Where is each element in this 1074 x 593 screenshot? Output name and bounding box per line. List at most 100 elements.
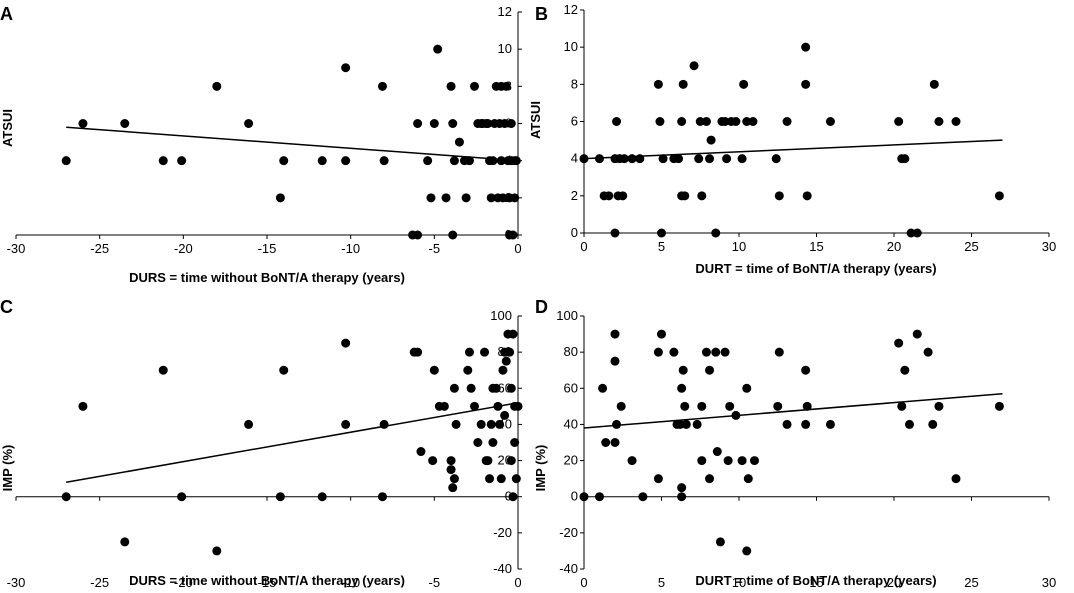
y-tick-label: 100 [490, 308, 512, 323]
data-point [653, 79, 663, 89]
data-point [612, 419, 622, 429]
y-tick-label: 10 [564, 39, 578, 54]
data-point [595, 492, 604, 502]
data-point [598, 383, 608, 393]
x-tick-label: -15 [258, 241, 277, 256]
data-point [774, 191, 784, 201]
data-point [158, 156, 168, 166]
data-point [610, 438, 620, 447]
x-tick-label: 5 [658, 575, 665, 590]
data-point [894, 338, 904, 348]
data-point [604, 191, 614, 201]
data-point [493, 401, 503, 411]
y-tick-label: 20 [564, 453, 578, 468]
data-point [825, 117, 835, 126]
x-tick-label: -5 [429, 575, 441, 590]
data-point [158, 365, 168, 375]
data-point [485, 474, 495, 484]
data-point [638, 492, 648, 502]
data-point [725, 401, 735, 411]
data-point [461, 193, 471, 203]
data-point [739, 79, 749, 89]
x-tick-label: 25 [964, 575, 978, 590]
data-point [449, 156, 459, 166]
data-point [595, 154, 604, 164]
data-point [466, 383, 476, 393]
data-point [510, 193, 520, 203]
data-point [701, 117, 711, 126]
data-point [379, 156, 389, 166]
data-point [488, 438, 498, 447]
data-point [801, 79, 811, 89]
data-point [500, 119, 510, 128]
data-point [511, 156, 521, 166]
data-point [506, 456, 516, 466]
data-point [994, 191, 1004, 201]
data-point [782, 117, 792, 126]
data-point [801, 42, 811, 52]
data-point [451, 419, 461, 429]
x-tick-label: 10 [732, 575, 746, 590]
data-point [498, 193, 508, 203]
y-tick-label: 80 [564, 344, 578, 359]
y-tick-label: 12 [498, 4, 512, 19]
data-point [511, 474, 521, 484]
data-point [317, 492, 327, 502]
y-tick-label: 0 [505, 489, 512, 504]
data-point [341, 338, 351, 348]
data-point [771, 154, 781, 164]
data-point [680, 401, 690, 411]
data-point [669, 347, 679, 357]
data-point [742, 383, 752, 393]
data-point [275, 193, 285, 203]
data-point [801, 365, 811, 375]
panel-c: C IMP (%) DURS = time without BoNT/A the… [0, 297, 523, 590]
data-point [448, 483, 458, 493]
data-point [413, 230, 423, 240]
data-point [934, 117, 944, 126]
x-tick-label: -15 [258, 575, 277, 590]
panel-letter: A [0, 4, 13, 24]
data-point [480, 347, 490, 357]
data-point [677, 383, 687, 393]
data-point [446, 456, 456, 466]
data-point [951, 474, 961, 484]
data-point [433, 44, 443, 54]
data-point [120, 119, 130, 128]
y-tick-label: 100 [556, 308, 578, 323]
data-point [488, 156, 498, 166]
data-point [897, 401, 907, 411]
data-point [900, 365, 910, 375]
x-axis-label: DURT = time of BoNT/A therapy (years) [695, 573, 936, 588]
y-tick-label: 2 [571, 188, 578, 203]
y-tick-label: -40 [493, 561, 512, 576]
data-point [635, 154, 645, 164]
data-point [454, 137, 464, 147]
data-point [212, 81, 222, 91]
y-tick-label: 12 [564, 2, 578, 17]
data-point [510, 438, 520, 447]
data-point [720, 117, 730, 126]
data-point [705, 365, 715, 375]
y-tick-label: 4 [571, 151, 578, 166]
data-point [731, 410, 741, 420]
data-point [678, 365, 688, 375]
data-point [279, 365, 289, 375]
data-point [469, 81, 479, 91]
data-point [496, 156, 506, 166]
data-point [491, 383, 501, 393]
data-point [428, 456, 438, 466]
data-point [449, 383, 459, 393]
data-point [275, 492, 285, 502]
data-point [705, 154, 715, 164]
x-tick-label: 30 [1042, 239, 1056, 254]
data-point [505, 347, 515, 357]
y-axis-label: IMP (%) [533, 445, 548, 492]
x-tick-label: 15 [809, 575, 823, 590]
data-point [610, 356, 620, 366]
data-point [697, 456, 707, 466]
data-point [723, 456, 733, 466]
y-tick-label: 60 [564, 380, 578, 395]
data-point [377, 492, 387, 502]
